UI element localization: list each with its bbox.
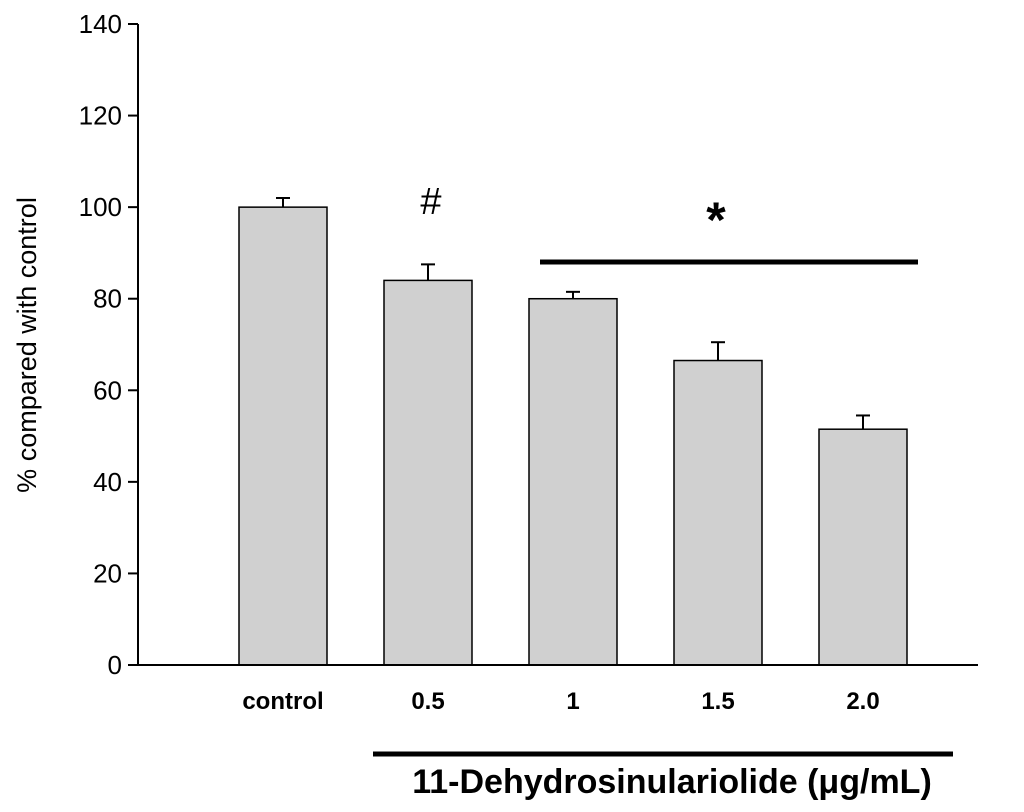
bar-2.0: [818, 428, 908, 666]
bar-control: [238, 206, 328, 666]
y-tick-label: 80: [93, 284, 122, 314]
y-tick-label: 0: [108, 650, 122, 680]
y-tick-label: 60: [93, 375, 122, 405]
y-tick-label: 140: [79, 9, 122, 39]
y-tick-label: 20: [93, 558, 122, 588]
y-tick-label: 100: [79, 192, 122, 222]
y-axis-label: % compared with control: [12, 197, 42, 493]
y-tick-label: 40: [93, 467, 122, 497]
bars: [238, 196, 908, 666]
y-tick-label: 120: [79, 101, 122, 131]
category-label: control: [242, 688, 323, 715]
bar-1: [528, 297, 618, 666]
hash-annotation: #: [420, 181, 441, 223]
category-label: 0.5: [411, 688, 444, 715]
category-label: 1.5: [701, 688, 734, 715]
y-axis-ticks: 0 20 40 60 80 100 120 140: [79, 9, 138, 680]
bar-0.5: [383, 279, 473, 666]
bar-1.5: [673, 359, 763, 666]
significance-star: *: [706, 192, 726, 248]
category-labels: control 0.5 1 1.5 2.0: [242, 688, 879, 715]
category-label: 1: [566, 688, 579, 715]
x-axis-label: 11-Dehydrosinulariolide (μg/mL): [412, 763, 932, 801]
category-label: 2.0: [846, 688, 879, 715]
